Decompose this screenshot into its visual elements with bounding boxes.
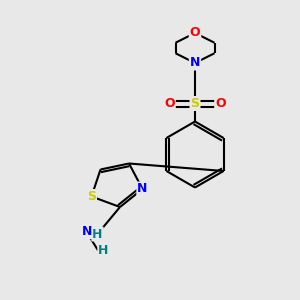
Text: H: H (92, 227, 103, 241)
Text: N: N (137, 182, 148, 196)
Text: O: O (215, 97, 226, 110)
Text: S: S (87, 190, 96, 203)
Text: H: H (98, 244, 109, 257)
Text: N: N (190, 56, 200, 70)
Text: N: N (82, 225, 92, 238)
Text: O: O (190, 26, 200, 40)
Text: S: S (190, 97, 200, 110)
Text: O: O (164, 97, 175, 110)
